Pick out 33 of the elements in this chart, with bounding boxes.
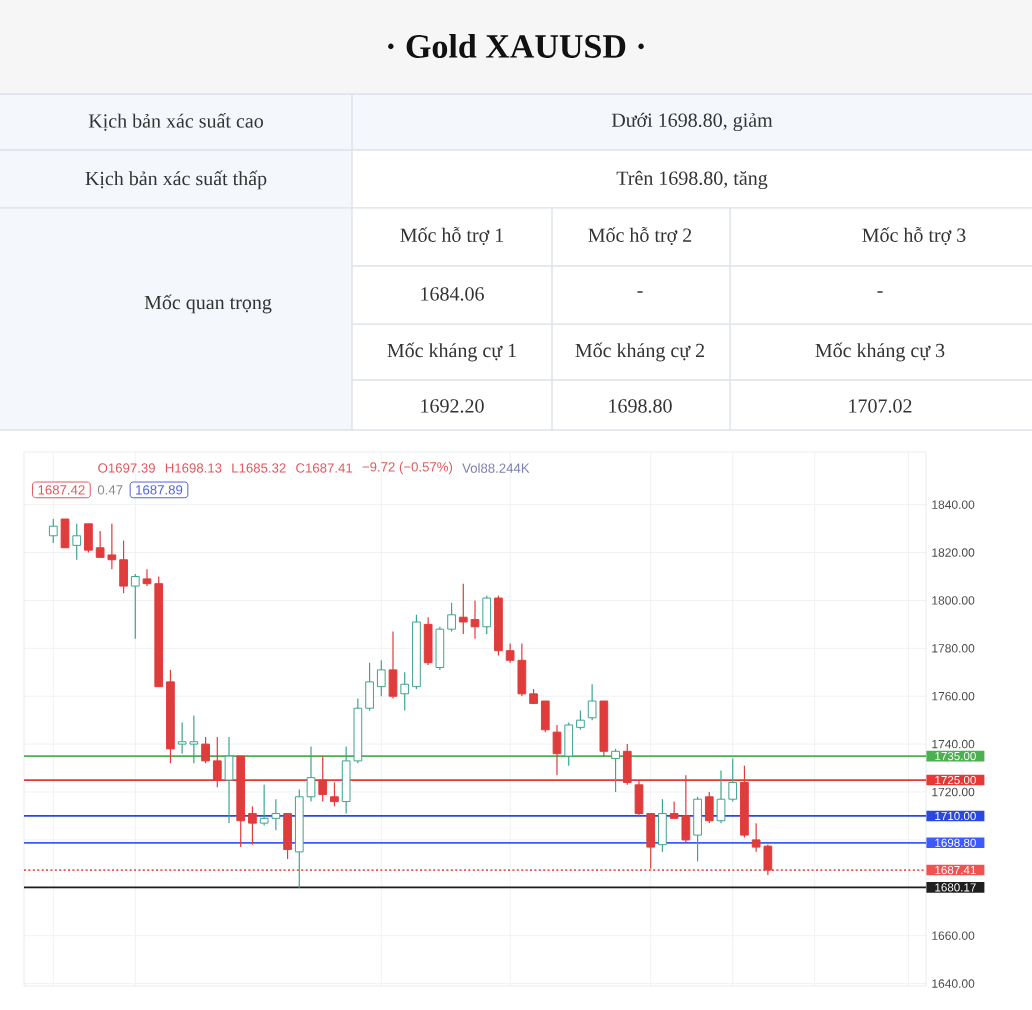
text: - — [877, 291, 883, 293]
candlestick — [704, 791, 714, 824]
candlestick — [658, 798, 667, 853]
text: Kịch bản xác suất thấp — [85, 170, 267, 190]
candlestick — [48, 518, 58, 544]
text: Trên 1698.80, tăng — [616, 170, 768, 190]
candlestick — [693, 796, 702, 863]
text: · Gold XAUUSD · — [388, 34, 644, 58]
text: 1684.06 — [421, 287, 484, 301]
text: 1707.02 — [849, 399, 912, 413]
text: - — [637, 291, 643, 293]
text: Kịch bản xác suất cao — [88, 113, 263, 131]
candlestick — [482, 595, 492, 635]
text: 1698.80 — [609, 399, 672, 413]
text: 1692.20 — [421, 399, 484, 413]
candlestick — [552, 724, 562, 776]
text: Mốc kháng cự 2 — [575, 342, 705, 362]
text: Dưới 1698.80, giảm — [611, 112, 773, 132]
text: Mốc kháng cự 1 — [387, 342, 516, 362]
candlestick — [611, 748, 620, 793]
candlestick — [423, 616, 433, 666]
text: Mốc kháng cự 3 — [815, 342, 945, 362]
text: Mốc quan trọng — [144, 294, 272, 314]
candlestick — [60, 518, 70, 549]
candlestick — [388, 630, 398, 700]
candlestick — [72, 523, 82, 561]
text: Mốc hỗ trợ 2 — [588, 226, 692, 246]
candlestick — [283, 812, 292, 860]
candlestick — [130, 573, 140, 640]
text: Mốc hỗ trợ 1 — [400, 226, 504, 246]
candlestick — [587, 683, 597, 721]
candlestick — [224, 736, 234, 824]
text: Mốc hỗ trợ 3 — [862, 226, 966, 246]
